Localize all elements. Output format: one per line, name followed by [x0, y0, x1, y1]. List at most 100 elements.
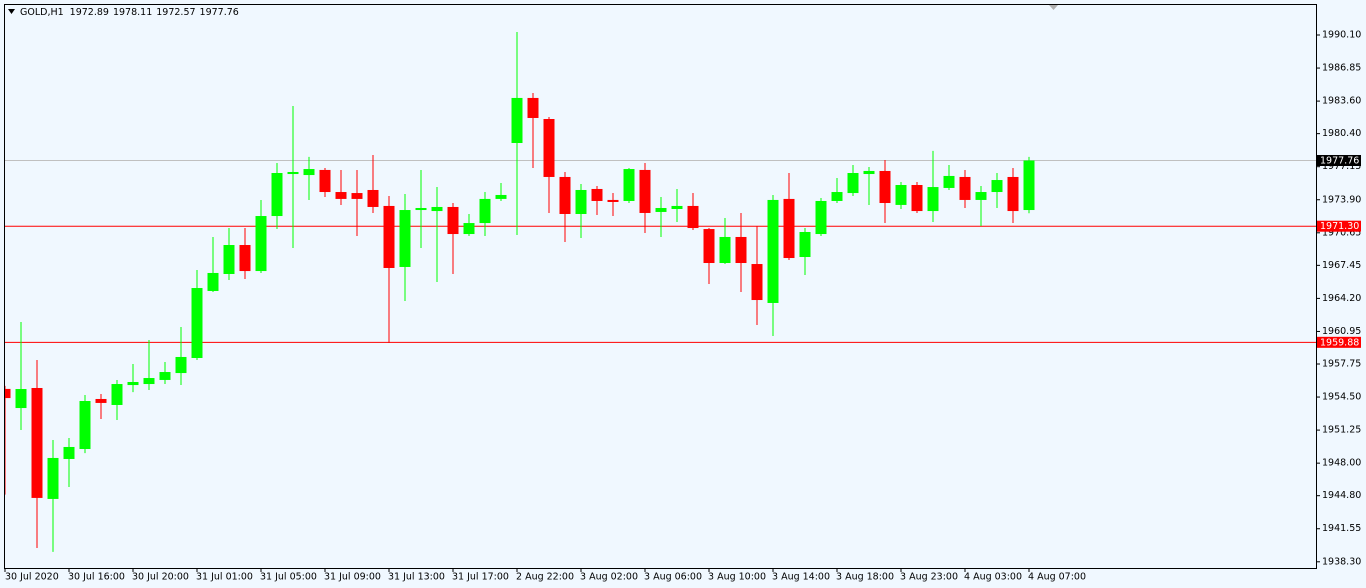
- x-tick-label: 30 Jul 20:00: [132, 572, 189, 583]
- candle-body: [847, 173, 859, 194]
- candle-body: [687, 205, 699, 229]
- x-tick-label: 3 Aug 06:00: [644, 572, 702, 583]
- x-tick-label: 30 Jul 16:00: [68, 572, 125, 583]
- menu-arrow[interactable]: [8, 9, 15, 14]
- candle-body: [303, 169, 315, 176]
- candle-body: [479, 198, 491, 224]
- y-tick-label: 1977.15: [1322, 161, 1361, 172]
- candle-body: [367, 189, 379, 207]
- candle-body: [95, 398, 107, 403]
- candle-body: [271, 173, 283, 217]
- last-price-label: 1977.76: [1320, 155, 1359, 166]
- candle-body: [463, 223, 475, 235]
- candle-body: [1023, 160, 1035, 211]
- candle-body: [127, 381, 139, 386]
- candle-body: [815, 200, 827, 235]
- candle-body: [767, 199, 779, 303]
- x-tick-label: 30 Jul 2020: [5, 572, 59, 583]
- candle-body: [31, 387, 43, 498]
- candle-body: [559, 176, 571, 214]
- hline-box: [1317, 220, 1361, 232]
- candle-body: [895, 185, 907, 205]
- symbol: GOLD,H1: [20, 7, 64, 18]
- candle-body: [751, 264, 763, 301]
- candle-body: [719, 236, 731, 264]
- candle-body: [911, 185, 923, 212]
- candle-body: [511, 97, 523, 144]
- candle-body: [863, 170, 875, 175]
- last-price-box: [1317, 154, 1361, 166]
- candle-body: [991, 180, 1003, 193]
- y-tick-label: 1967.45: [1322, 260, 1361, 271]
- candle-body: [5, 388, 11, 399]
- candle-body: [799, 231, 811, 258]
- candle-body: [735, 236, 747, 264]
- candle-body: [351, 193, 363, 199]
- header-value: 1972.57: [156, 7, 195, 18]
- candle-body: [943, 175, 955, 188]
- candle-body: [783, 198, 795, 259]
- x-tick-label: 31 Jul 01:00: [196, 572, 253, 583]
- x-tick-label: 31 Jul 09:00: [324, 572, 381, 583]
- y-tick-label: 1944.80: [1322, 490, 1361, 501]
- candle-body: [415, 207, 427, 211]
- y-tick-label: 1948.00: [1322, 458, 1361, 469]
- candle-body: [495, 194, 507, 199]
- candle-body: [223, 245, 235, 274]
- shift-marker[interactable]: [1049, 5, 1058, 10]
- candle-body: [959, 176, 971, 200]
- y-tick-label: 1941.55: [1322, 523, 1361, 534]
- header-value: 1972.89: [70, 7, 109, 18]
- header-value: 1978.11: [113, 7, 152, 18]
- candle-body: [383, 205, 395, 268]
- y-tick-label: 1970.65: [1322, 227, 1361, 238]
- candle-body: [207, 272, 219, 291]
- candle-body: [79, 401, 91, 450]
- x-tick-label: 31 Jul 13:00: [388, 572, 445, 583]
- y-tick-label: 1957.75: [1322, 358, 1361, 369]
- candle-body: [607, 199, 619, 202]
- candle-body: [1007, 176, 1019, 212]
- candle-body: [975, 192, 987, 200]
- candle-body: [927, 187, 939, 212]
- candle-body: [703, 229, 715, 264]
- candle-body: [575, 189, 587, 214]
- candle-body: [47, 457, 59, 499]
- x-tick-label: 2 Aug 22:00: [516, 572, 574, 583]
- y-tick-label: 1990.10: [1322, 30, 1361, 41]
- plot-area: [5, 31, 1316, 552]
- candle-body: [543, 119, 555, 177]
- candle-body: [111, 384, 123, 405]
- y-tick-label: 1983.60: [1322, 96, 1361, 107]
- y-tick-label: 1980.40: [1322, 128, 1361, 139]
- candle-body: [399, 210, 411, 267]
- x-tick-label: 4 Aug 07:00: [1028, 572, 1086, 583]
- candle-body: [319, 169, 331, 193]
- hline-label: 1971.30: [1320, 221, 1359, 232]
- candle-body: [527, 97, 539, 118]
- candle-body: [671, 205, 683, 210]
- candle-body: [879, 170, 891, 204]
- candle-body: [191, 288, 203, 358]
- candle-body: [255, 216, 267, 272]
- candle-body: [447, 206, 459, 235]
- x-tick-label: 3 Aug 02:00: [580, 572, 638, 583]
- x-tick-label: 3 Aug 23:00: [900, 572, 958, 583]
- y-tick-label: 1960.95: [1322, 326, 1361, 337]
- candle-body: [15, 389, 27, 409]
- candle-body: [831, 192, 843, 201]
- x-tick-label: 3 Aug 10:00: [708, 572, 766, 583]
- y-tick-label: 1951.25: [1322, 425, 1361, 436]
- candle-body: [287, 171, 299, 175]
- y-tick-label: 1938.30: [1322, 556, 1361, 567]
- chart-header: GOLD,H1 1972.89 1978.11 1972.57 1977.76: [20, 7, 239, 18]
- x-tick-label: 31 Jul 05:00: [260, 572, 317, 583]
- hline-box: [1317, 336, 1361, 348]
- candle-body: [335, 192, 347, 199]
- y-tick-label: 1986.85: [1322, 63, 1361, 74]
- x-tick-label: 4 Aug 03:00: [964, 572, 1022, 583]
- candle-body: [239, 245, 251, 272]
- candle-body: [175, 356, 187, 374]
- x-tick-label: 31 Jul 17:00: [452, 572, 509, 583]
